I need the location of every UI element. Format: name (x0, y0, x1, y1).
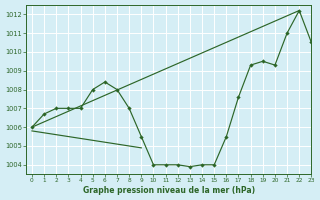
X-axis label: Graphe pression niveau de la mer (hPa): Graphe pression niveau de la mer (hPa) (83, 186, 255, 195)
